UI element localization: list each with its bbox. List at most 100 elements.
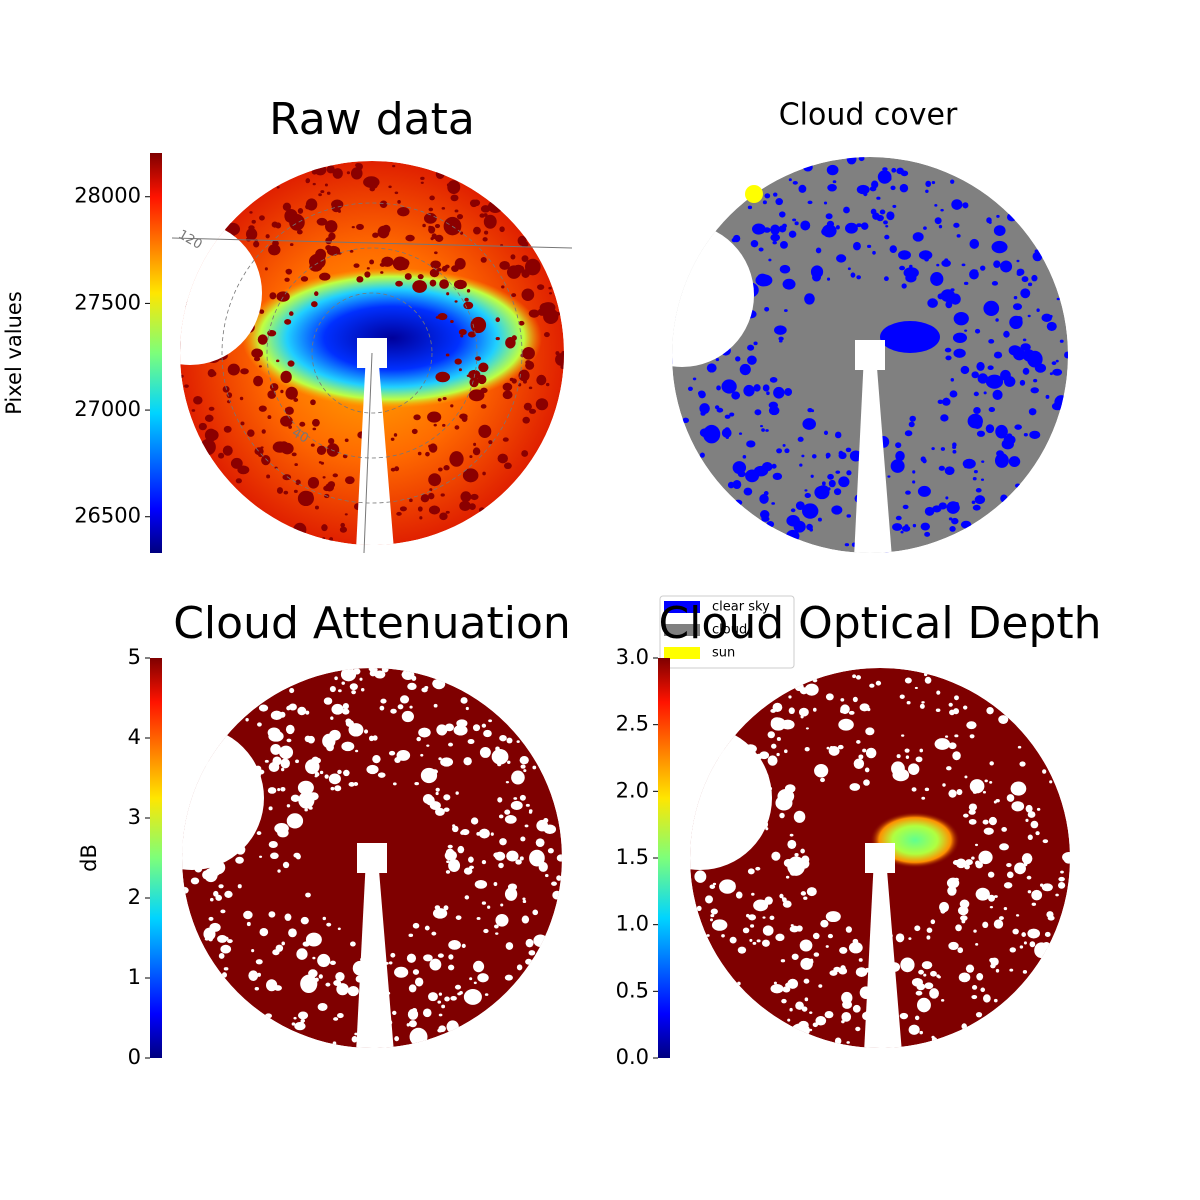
- sky-spot: [735, 891, 743, 899]
- sky-spot: [926, 927, 933, 933]
- sky-spot: [781, 998, 787, 1004]
- sky-spot: [500, 903, 504, 907]
- colorbar-tick-label: 2: [128, 885, 141, 909]
- sky-spot: [504, 887, 518, 901]
- sky-spot: [747, 868, 755, 875]
- sky-spot: [941, 259, 951, 267]
- sky-spot: [502, 382, 513, 392]
- sky-spot: [422, 223, 426, 228]
- sky-spot: [461, 943, 466, 948]
- sky-spot: [1025, 818, 1029, 822]
- sky-spot: [779, 240, 788, 249]
- sky-spot: [483, 729, 492, 738]
- sky-spot: [799, 463, 803, 467]
- sky-spot: [314, 291, 319, 297]
- sky-spot: [435, 371, 451, 383]
- sky-spot: [297, 706, 307, 716]
- sky-spot: [417, 506, 423, 512]
- sky-spot: [484, 993, 489, 996]
- sky-spot: [503, 462, 512, 470]
- sky-spot: [208, 936, 213, 942]
- sky-spot: [528, 386, 533, 390]
- sky-spot: [1059, 339, 1064, 343]
- sky-spot: [927, 298, 938, 308]
- sky-spot: [755, 866, 761, 871]
- sky-spot: [525, 938, 534, 948]
- sky-spot: [809, 527, 814, 532]
- sky-spot: [463, 301, 474, 310]
- sky-spot: [782, 223, 787, 229]
- sky-spot: [1006, 871, 1014, 879]
- sky-spot: [396, 511, 402, 516]
- sky-spot: [237, 884, 242, 889]
- sky-spot: [437, 313, 448, 321]
- sky-spot: [200, 438, 216, 456]
- sky-spot: [799, 939, 813, 952]
- sky-spot: [397, 206, 410, 217]
- sky-spot: [923, 973, 927, 977]
- sky-spot: [733, 234, 741, 243]
- sky-spot: [789, 870, 797, 876]
- sky-spot: [846, 514, 852, 518]
- sky-spot: [968, 803, 978, 812]
- sky-spot: [462, 468, 479, 483]
- sky-spot: [329, 537, 334, 542]
- polar-label: 120: [175, 227, 204, 252]
- sky-spot: [481, 723, 487, 728]
- sky-spot: [266, 474, 271, 479]
- sky-spot: [487, 905, 491, 909]
- sky-spot: [312, 956, 316, 960]
- sky-spot: [779, 893, 784, 899]
- sky-spot: [438, 728, 446, 736]
- sky-spot: [899, 183, 909, 193]
- sky-spot: [895, 450, 905, 462]
- sky-spot: [511, 770, 525, 785]
- sky-spot: [687, 386, 693, 392]
- sky-spot: [812, 932, 820, 940]
- sky-spot: [764, 193, 771, 199]
- sky-spot: [478, 828, 490, 839]
- sky-spot: [522, 899, 527, 904]
- sky-spot: [876, 196, 881, 200]
- sky-spot: [992, 389, 1003, 400]
- sky-spot: [268, 841, 278, 849]
- sky-spot: [840, 965, 846, 972]
- sky-spot: [964, 863, 970, 870]
- sky-spot: [463, 867, 473, 875]
- sky-spot: [803, 978, 810, 984]
- sky-spot: [771, 502, 776, 505]
- sky-spot: [355, 749, 359, 753]
- sky-spot: [946, 501, 960, 514]
- sky-spot: [975, 782, 981, 788]
- sky-spot: [314, 977, 319, 982]
- sky-spot: [480, 404, 487, 409]
- sky-spot: [1056, 297, 1060, 301]
- sky-spot: [804, 683, 819, 696]
- sky-spot: [355, 171, 361, 177]
- sky-spot: [288, 703, 297, 711]
- sky-spot: [969, 734, 975, 739]
- sky-spot: [536, 374, 547, 386]
- sky-spot: [424, 685, 429, 690]
- sky-spot: [773, 386, 785, 399]
- sky-spot: [446, 1020, 459, 1034]
- sky-spot: [991, 281, 999, 286]
- sky-spot: [505, 780, 510, 784]
- sky-spot: [351, 1035, 358, 1043]
- sky-spot: [953, 708, 960, 715]
- sky-spot: [952, 445, 957, 449]
- sky-spot: [936, 263, 940, 267]
- sky-spot: [390, 952, 396, 958]
- sky-spot: [1041, 313, 1052, 323]
- sky-spot: [427, 411, 442, 423]
- sky-spot: [300, 1021, 304, 1024]
- sky-spot: [998, 916, 1004, 921]
- sky-spot: [877, 170, 892, 184]
- sky-spot: [940, 208, 944, 212]
- sky-spot: [963, 281, 969, 285]
- sky-spot: [459, 413, 468, 420]
- sky-spot: [973, 929, 977, 933]
- sky-spot: [748, 914, 757, 921]
- sky-spot: [710, 913, 715, 918]
